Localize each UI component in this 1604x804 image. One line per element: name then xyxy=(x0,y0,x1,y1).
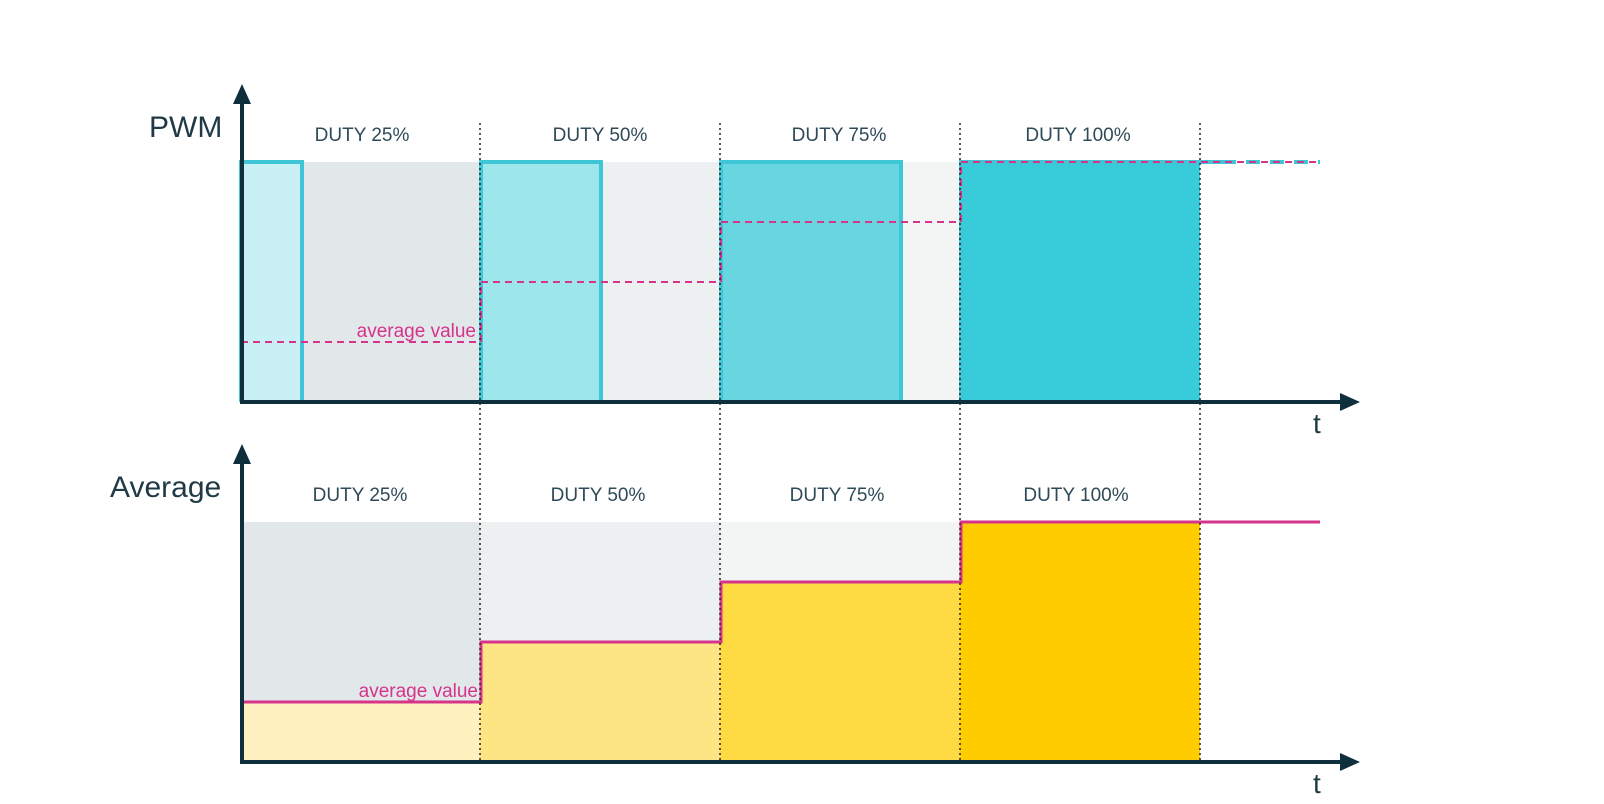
average-x-axis-title: t xyxy=(1313,768,1321,799)
average-duty-label-3: DUTY 75% xyxy=(790,485,885,506)
average-y-axis-arrow xyxy=(233,444,251,464)
average-y-axis-title: Average xyxy=(110,471,221,504)
average-level-fill-3 xyxy=(720,582,960,762)
pwm-pulse-fill-1 xyxy=(240,162,300,402)
average-duty-label-2: DUTY 50% xyxy=(551,485,646,506)
pwm-x-axis-arrow xyxy=(1340,393,1360,411)
pwm-y-axis-title: PWM xyxy=(149,111,222,144)
average-duty-label-4: DUTY 100% xyxy=(1023,485,1128,506)
average-x-axis-arrow xyxy=(1340,753,1360,771)
average-value-label: average value xyxy=(359,681,478,702)
average-chart: average value DUTY 25% DUTY 50% DUTY 75%… xyxy=(110,444,1360,799)
pwm-x-axis-title: t xyxy=(1313,408,1321,439)
average-duty-label-1: DUTY 25% xyxy=(313,485,408,506)
pwm-duty-label-2: DUTY 50% xyxy=(553,125,648,146)
pwm-pulse-fill-3 xyxy=(720,162,900,402)
pwm-average-line xyxy=(241,161,1320,343)
pwm-duty-label-4: DUTY 100% xyxy=(1025,125,1130,146)
pwm-y-axis-arrow xyxy=(233,84,251,104)
average-level-fill-4 xyxy=(960,522,1200,762)
pwm-average-label: average value xyxy=(357,321,476,342)
average-level-fills xyxy=(240,522,1200,762)
period-dividers xyxy=(479,123,1201,762)
pwm-pulse-fill-4 xyxy=(960,162,1200,402)
average-step-line xyxy=(242,520,1320,704)
pwm-duty-label-1: DUTY 25% xyxy=(315,125,410,146)
pwm-chart: average value DUTY 25% DUTY 50% DUTY 75%… xyxy=(149,84,1360,439)
pwm-duty-label-3: DUTY 75% xyxy=(792,125,887,146)
average-level-fill-1 xyxy=(240,702,480,762)
average-level-fill-2 xyxy=(480,642,720,762)
